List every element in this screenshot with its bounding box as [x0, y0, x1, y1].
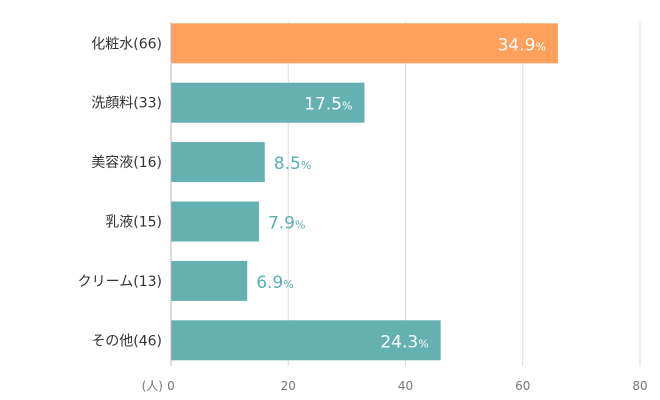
x-tick-label: 80 — [632, 379, 647, 393]
grid-lines — [287, 22, 641, 366]
category-labels: 化粧水(66) 洗顔料(33) 美容液(16) 乳液(15) クリーム(13) その他(4… — [78, 36, 162, 349]
bar — [171, 201, 259, 242]
bars — [171, 23, 558, 361]
value-label: 17.5% — [304, 95, 352, 115]
value-label: 8.5% — [274, 154, 312, 174]
x-tick-label: 40 — [398, 379, 413, 393]
category-label: クリーム(13) — [78, 274, 162, 290]
value-label: 7.9% — [268, 214, 306, 234]
category-label: 乳液(15) — [105, 215, 162, 231]
bar — [171, 142, 265, 183]
x-tick-label: 60 — [515, 379, 530, 393]
bar — [171, 82, 365, 123]
value-label: 34.9% — [498, 35, 546, 55]
category-label: 洗顔料(33) — [91, 96, 162, 112]
bar — [171, 320, 441, 361]
category-label: 化粧水(66) — [91, 36, 162, 52]
x-axis-unit-label: (人) — [142, 379, 163, 393]
value-labels: 34.9% 17.5% 8.5% 7.9% 6.9% 24.3% — [256, 35, 546, 352]
category-label: 美容液(16) — [91, 154, 162, 171]
value-label: 24.3% — [380, 332, 428, 352]
x-tick-label: 0 — [167, 379, 175, 393]
bar — [171, 23, 558, 64]
category-label: その他(46) — [91, 333, 162, 349]
value-label: 6.9% — [256, 273, 294, 293]
bar — [171, 260, 248, 301]
x-tick-label: 20 — [281, 379, 296, 393]
x-tick-labels: (人) 0 20 40 60 80 — [142, 379, 648, 393]
